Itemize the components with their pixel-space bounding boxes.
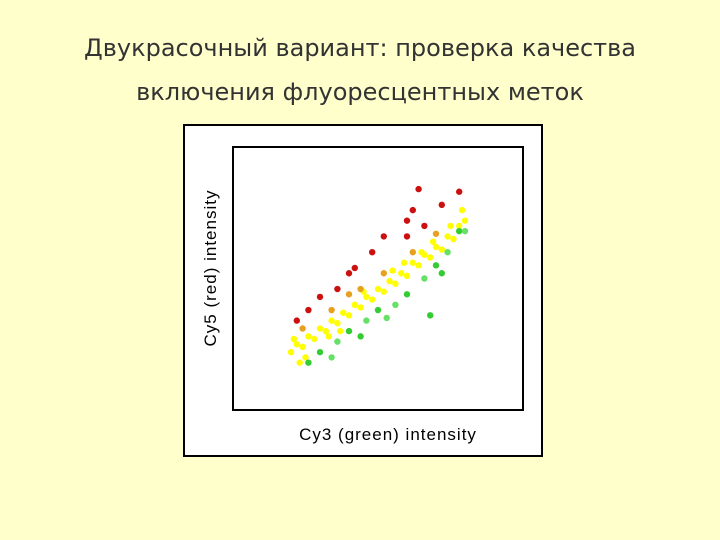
y-axis-label: Cy5 (red) intensity <box>201 190 220 347</box>
data-point <box>380 270 387 277</box>
data-point <box>461 217 469 224</box>
data-point <box>328 354 335 361</box>
data-point <box>447 222 454 230</box>
data-point <box>299 343 306 351</box>
data-point <box>427 312 434 319</box>
data-point <box>357 333 364 340</box>
data-point <box>456 222 463 230</box>
subtitle: включения флуоресцентных меток <box>136 78 584 106</box>
data-point <box>438 246 445 253</box>
data-point <box>357 285 364 293</box>
data-point <box>363 317 370 324</box>
data-point <box>357 304 364 311</box>
data-point <box>369 249 376 256</box>
data-point <box>325 333 332 340</box>
data-point <box>458 206 466 214</box>
data-point <box>380 233 387 240</box>
data-point <box>403 272 411 280</box>
data-point <box>293 317 300 324</box>
data-point <box>316 348 324 356</box>
data-point <box>456 188 463 195</box>
data-point <box>334 320 341 327</box>
data-point <box>409 249 416 256</box>
data-point <box>302 354 309 361</box>
data-point <box>311 335 318 343</box>
data-point <box>415 262 422 269</box>
data-point <box>392 280 399 287</box>
data-point <box>345 270 353 277</box>
data-point <box>316 293 324 301</box>
data-point <box>409 259 416 266</box>
data-point <box>293 341 300 348</box>
data-point <box>456 227 463 235</box>
data-point <box>409 206 416 214</box>
data-point <box>438 270 445 277</box>
data-point <box>322 327 329 335</box>
title: Двукрасочный вариант: проверка качества <box>84 34 636 62</box>
data-point <box>450 235 457 243</box>
data-point <box>389 267 396 274</box>
data-point <box>374 306 382 314</box>
data-point <box>444 249 451 256</box>
data-point <box>438 201 445 209</box>
data-point <box>363 293 370 301</box>
data-point <box>432 243 440 251</box>
data-point <box>305 306 312 314</box>
data-point <box>337 327 344 335</box>
data-point <box>383 314 390 322</box>
data-point <box>403 217 411 224</box>
data-point <box>429 238 437 245</box>
data-point <box>316 325 324 332</box>
data-point <box>369 296 376 303</box>
data-point <box>444 233 451 240</box>
data-point <box>392 301 399 308</box>
data-point <box>461 227 469 235</box>
data-point <box>418 249 425 256</box>
data-point <box>287 348 295 356</box>
data-point <box>427 254 434 261</box>
data-point <box>403 233 411 240</box>
data-point <box>345 312 353 319</box>
data-point <box>421 275 428 282</box>
data-point <box>345 327 353 335</box>
data-point <box>386 277 393 285</box>
data-point <box>340 309 347 316</box>
data-point <box>299 325 306 332</box>
data-point <box>334 285 341 293</box>
data-point <box>380 288 387 295</box>
data-point <box>398 270 405 277</box>
data-point <box>345 291 353 298</box>
data-point <box>351 264 358 272</box>
data-point <box>334 338 341 345</box>
data-point <box>296 359 303 366</box>
data-point <box>328 306 335 314</box>
data-point <box>400 259 408 266</box>
data-point <box>328 317 335 324</box>
data-point <box>351 301 358 308</box>
data-point <box>432 262 440 269</box>
plot-area <box>232 146 524 411</box>
x-axis-label: Cy3 (green) intensity <box>299 425 477 444</box>
data-point <box>305 359 312 366</box>
data-point <box>421 222 428 230</box>
data-point <box>305 333 312 340</box>
data-point <box>403 291 411 298</box>
data-point <box>432 230 440 237</box>
data-point <box>290 335 298 343</box>
data-point <box>415 185 422 193</box>
data-point <box>374 285 382 293</box>
